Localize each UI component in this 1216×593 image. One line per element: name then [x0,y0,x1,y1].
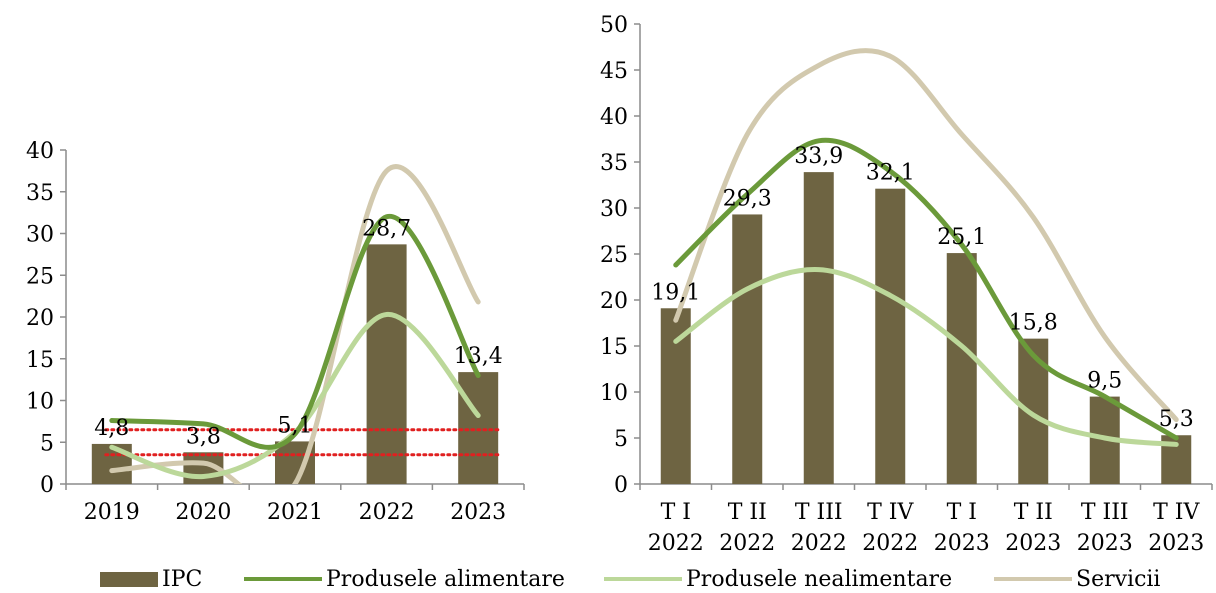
y-tick-label: 30 [26,223,54,248]
bar-ipc [732,214,763,484]
y-tick-label: 40 [600,105,628,130]
data-label-ipc: 33,9 [794,144,843,169]
x-tick-label: 2019 [84,500,140,525]
x-tick-label: 2023 [934,531,990,556]
legend: IPC Produsele alimentare Produsele neali… [0,565,1216,593]
legend-item-alimentare: Produsele alimentare [244,565,565,593]
y-tick-label: 35 [26,181,54,206]
y-tick-label: 0 [40,473,54,498]
data-label-ipc: 5,3 [1159,407,1194,432]
x-tick-label: 2020 [175,500,231,525]
bar-ipc [366,244,407,484]
bar-ipc [946,253,977,484]
legend-swatch-alimentare [244,577,322,581]
line-servicii [109,164,481,484]
legend-item-ipc: IPC [100,565,202,593]
x-tick-label: T I [947,500,977,525]
y-tick-label: 15 [26,348,54,373]
x-tick-label: T II [728,500,767,525]
bar-ipc [458,372,499,484]
legend-swatch-servicii [994,577,1072,581]
x-tick-label: T III [1081,500,1129,525]
x-tick-label: T IV [867,500,914,525]
data-label-ipc: 9,5 [1087,369,1122,394]
x-tick-label: 2023 [1148,531,1204,556]
legend-item-servicii: Servicii [994,565,1160,593]
x-tick-label: 2022 [862,531,918,556]
legend-item-nealimentare: Produsele nealimentare [604,565,952,593]
y-tick-label: 50 [600,13,628,38]
x-tick-label: 2022 [719,531,775,556]
bar-ipc [875,188,906,484]
x-tick-label: 2023 [1077,531,1133,556]
bar-ipc [1018,338,1049,484]
y-tick-label: 10 [600,381,628,406]
bar-ipc [803,172,834,484]
y-tick-label: 35 [600,151,628,176]
data-label-ipc: 13,4 [454,344,503,369]
y-tick-label: 5 [614,427,628,452]
y-tick-label: 40 [26,139,54,164]
line-servicii [673,48,1179,423]
legend-label-ipc: IPC [162,566,203,592]
data-label-ipc: 29,3 [723,186,772,211]
bar-ipc [91,443,132,484]
chart-annual: 0 5 10 15 20 25 30 35 40 2019 2020 2021 2022 2023 4,8 3… [26,139,525,525]
y-tick-label: 15 [600,335,628,360]
y-tick-label: 20 [26,306,54,331]
data-label-ipc: 25,1 [937,225,986,250]
data-label-ipc: 28,7 [362,216,411,241]
y-tick-label: 0 [614,473,628,498]
data-label-ipc: 19,1 [651,280,700,305]
data-label-ipc: 15,8 [1009,311,1058,336]
y-tick-label: 10 [26,390,54,415]
data-label-ipc: 5,1 [278,413,313,438]
y-tick-label: 25 [26,264,54,289]
line-produsele-alimentare [109,214,481,450]
x-tick-label: 2023 [1005,531,1061,556]
x-tick-label: 2022 [648,531,704,556]
legend-label-alimentare: Produsele alimentare [326,566,565,592]
y-tick-label: 5 [40,431,54,456]
line-produsele-alimentare [673,137,1179,441]
y-tick-label: 45 [600,59,628,84]
bar-ipc [660,308,691,484]
chart-quarterly: 0 5 10 15 20 25 30 35 40 45 50 T I 2022 T II 2022 T III… [600,13,1213,556]
x-tick-label: T IV [1153,500,1200,525]
x-tick-label: T I [661,500,691,525]
legend-swatch-ipc [100,571,158,587]
x-tick-label: 2021 [267,500,323,525]
data-label-ipc: 3,8 [186,424,221,449]
x-tick-label: T III [795,500,843,525]
y-tick-label: 30 [600,197,628,222]
x-tick-label: 2022 [359,500,415,525]
legend-label-servicii: Servicii [1076,566,1161,592]
x-tick-label: 2023 [450,500,506,525]
data-label-ipc: 4,8 [94,416,129,441]
x-tick-label: 2022 [791,531,847,556]
y-tick-label: 20 [600,289,628,314]
x-tick-label: T II [1014,500,1053,525]
y-tick-label: 25 [600,243,628,268]
legend-swatch-nealimentare [604,577,682,581]
legend-label-nealimentare: Produsele nealimentare [686,566,953,592]
line-produsele-nealimentare [673,267,1179,447]
data-label-ipc: 32,1 [866,161,915,186]
